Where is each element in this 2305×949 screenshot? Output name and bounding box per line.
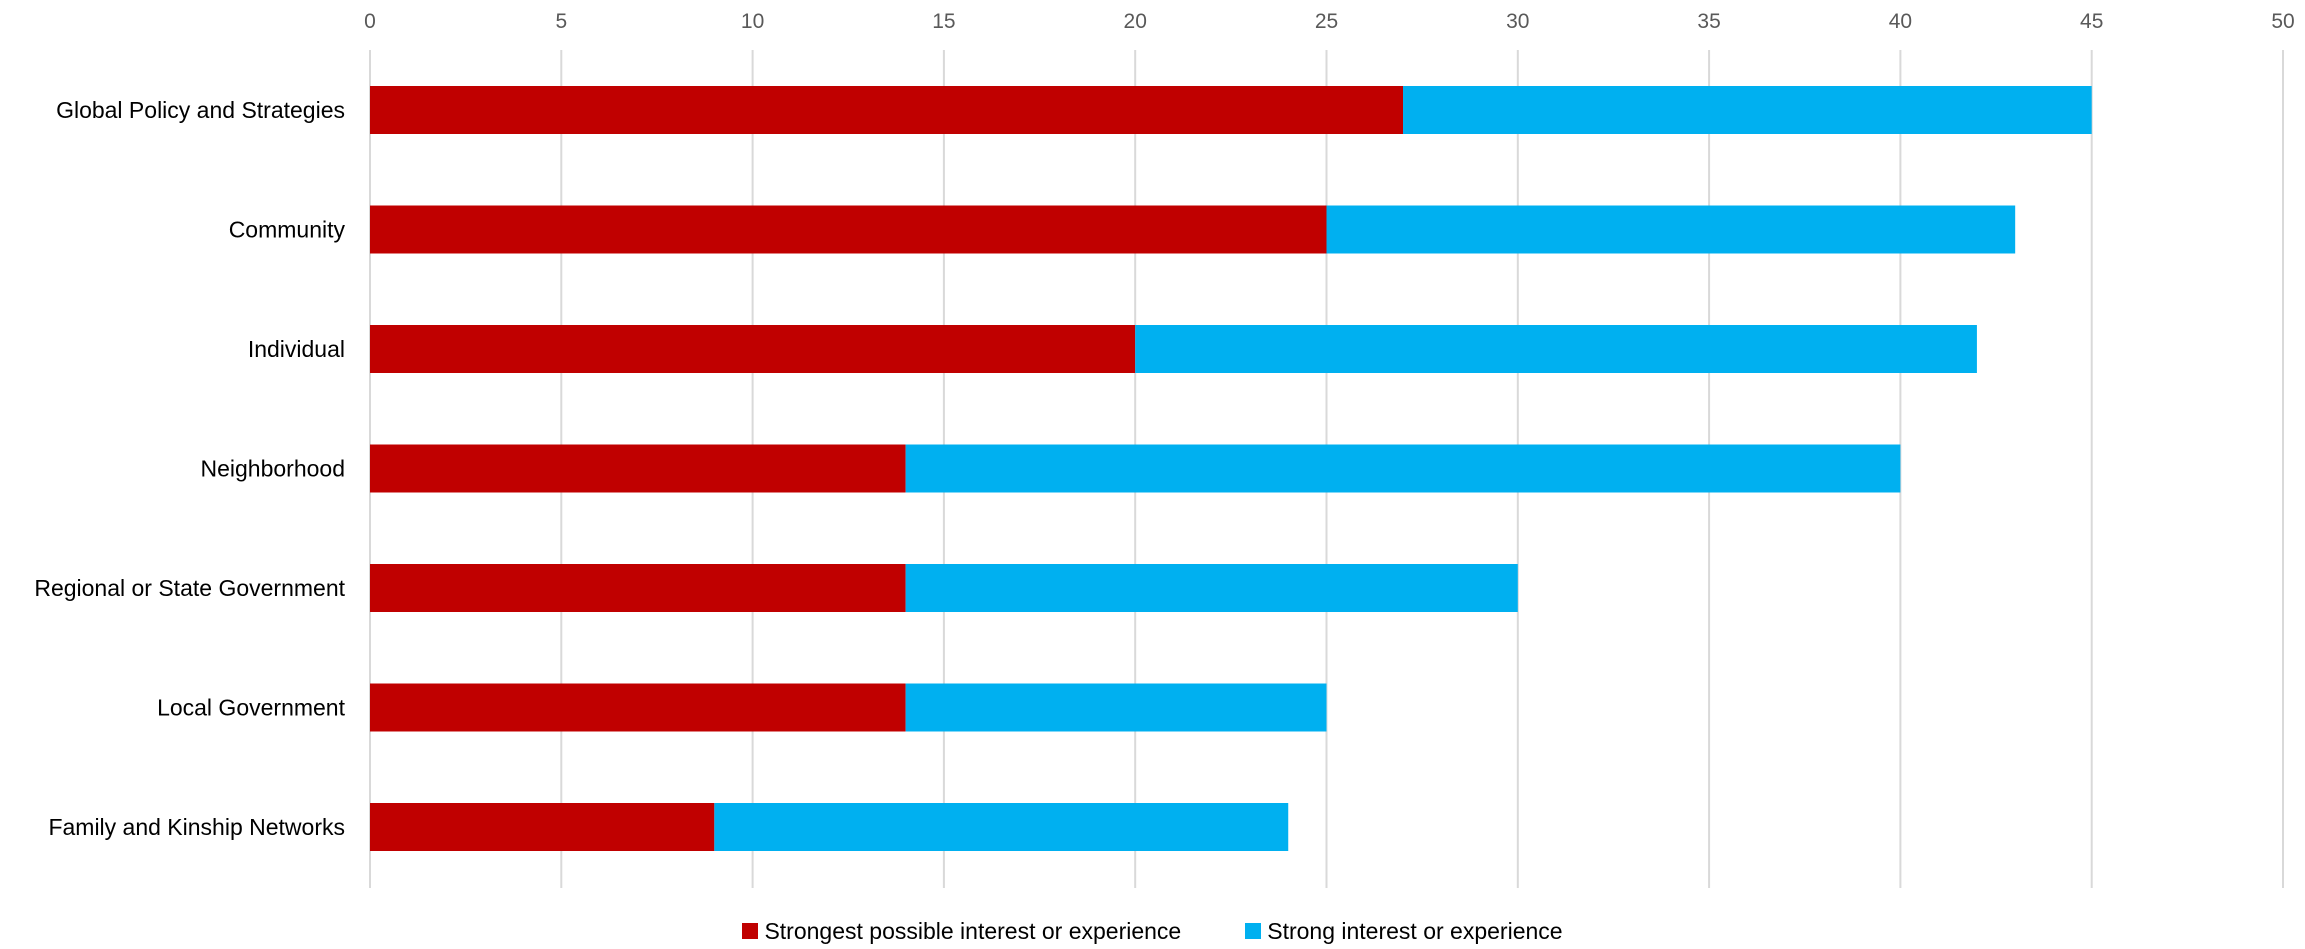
x-tick-label-15: 15 [932,10,955,33]
legend: Strongest possible interest or experienc… [0,916,2305,946]
x-tick-label-25: 25 [1315,10,1338,33]
x-tick-label-30: 30 [1506,10,1529,33]
legend-item-series-2: Strong interest or experience [1245,917,1563,945]
legend-swatch-series-1 [742,923,759,939]
stacked-bar-chart: 0 5 10 15 20 25 30 35 40 45 50 Global Policy and S… [34,10,2295,888]
bars [370,86,2092,851]
bar-2-3 [1135,325,1977,373]
bar-2-6 [905,683,1327,732]
x-tick-label-45: 45 [2080,10,2103,33]
x-axis-tick-labels: 0 5 10 15 20 25 30 35 40 45 50 [364,10,2295,33]
x-tick-label-35: 35 [1697,10,1720,33]
bar-1-7 [370,803,715,851]
legend-swatch-series-2 [1245,923,1262,939]
bar-1-2 [370,205,1327,254]
legend-label-series-2: Strong interest or experience [1267,917,1563,944]
category-labels: Global Policy and Strategies Community Ind… [34,97,345,840]
bar-1-1 [370,86,1404,134]
bar-1-4 [370,444,906,493]
category-label-7: Family and Kinship Networks [48,814,345,840]
legend-item-series-1: Strongest possible interest or experienc… [742,918,1181,945]
bar-2-7 [714,803,1289,851]
legend-label-series-1: Strongest possible interest or experienc… [764,917,1182,944]
x-tick-label-20: 20 [1124,10,1147,33]
bar-1-6 [370,683,906,732]
bar-2-5 [905,564,1518,612]
x-tick-label-5: 5 [555,10,567,33]
bar-2-1 [1403,86,2092,134]
category-label-6: Local Government [157,695,346,721]
bar-2-4 [905,444,1901,493]
bar-1-3 [370,325,1136,373]
bar-1-5 [370,564,906,612]
category-label-4: Neighborhood [200,456,345,482]
x-tick-label-50: 50 [2271,10,2294,33]
category-label-1: Global Policy and Strategies [56,97,345,123]
x-tick-label-10: 10 [741,10,764,33]
category-label-5: Regional or State Government [34,575,345,601]
bar-2-2 [1326,205,2016,254]
x-tick-label-40: 40 [1889,10,1912,33]
category-label-3: Individual [248,336,345,362]
x-tick-label-0: 0 [364,10,376,33]
category-label-2: Community [229,217,346,243]
